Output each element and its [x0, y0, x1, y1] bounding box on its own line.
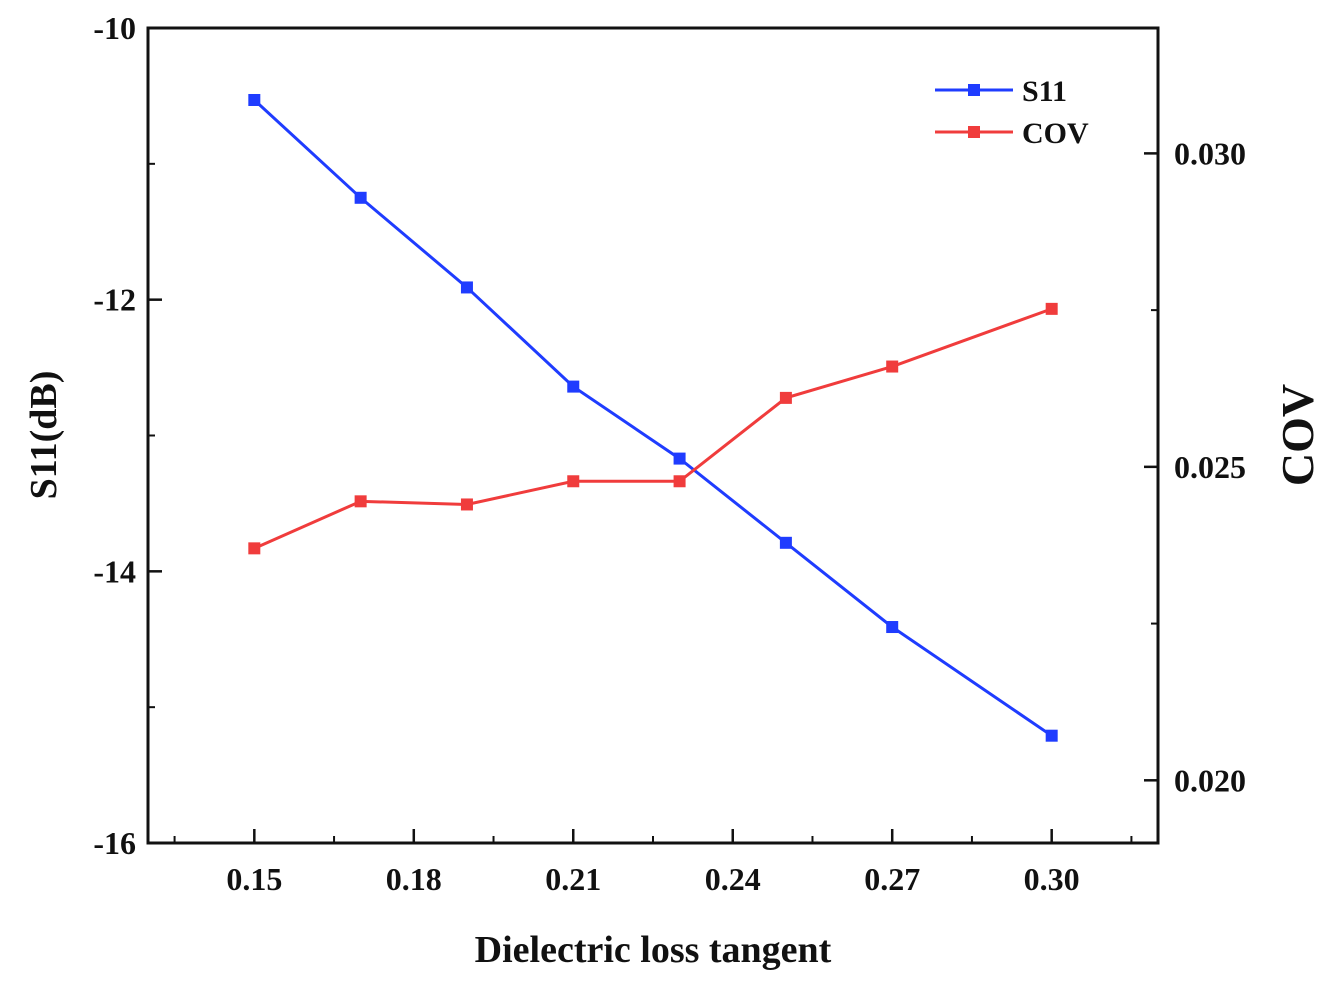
marker-s11	[567, 380, 580, 393]
legend: S11 COV	[935, 75, 1089, 150]
y-right-tick-label: 0.020	[1174, 762, 1246, 798]
series-line-cov	[253, 307, 1053, 550]
x-tick-label: 0.18	[386, 861, 442, 897]
y-left-tick-label: -16	[93, 825, 136, 861]
marker-s11	[673, 452, 686, 465]
y-axis-title-left: S11(dB)	[23, 371, 65, 500]
y-right-tick-label: 0.025	[1174, 449, 1246, 485]
legend-cov-marker	[968, 126, 980, 138]
series-line-s11	[253, 98, 1053, 737]
series-layer	[248, 93, 1058, 742]
x-tick-label: 0.21	[545, 861, 601, 897]
legend-s11-marker	[968, 84, 980, 96]
x-axis-title: Dielectric loss tangent	[475, 929, 832, 971]
marker-s11	[354, 191, 367, 204]
marker-s11	[886, 621, 899, 634]
marker-cov	[886, 360, 899, 373]
y-right-tick-label: 0.030	[1174, 135, 1246, 171]
plot-frame	[146, 26, 1160, 845]
marker-cov	[248, 542, 261, 555]
x-tick-label: 0.27	[864, 861, 920, 897]
y-left-tick-label: -12	[93, 282, 136, 318]
marker-s11	[460, 281, 473, 294]
marker-s11	[1045, 729, 1058, 742]
marker-s11	[779, 536, 792, 549]
legend-cov-label: COV	[1022, 117, 1089, 150]
y-left-tick-label: -10	[93, 10, 136, 46]
marker-cov	[460, 498, 473, 511]
ticks: 0.15 0.18 0.21 0.24 0.27 0.30 -16 -14 -12 -10 0.02…	[93, 10, 1246, 897]
marker-cov	[354, 495, 367, 508]
marker-cov	[567, 475, 580, 488]
y-axis-title-right: COV	[1272, 384, 1323, 486]
marker-cov	[1045, 302, 1058, 315]
x-tick-label: 0.30	[1024, 861, 1080, 897]
x-tick-label: 0.24	[705, 861, 761, 897]
legend-s11-label: S11	[1022, 75, 1067, 108]
marker-cov	[673, 475, 686, 488]
marker-cov	[779, 391, 792, 404]
x-tick-label: 0.15	[226, 861, 282, 897]
y-left-tick-label: -14	[93, 553, 136, 589]
marker-s11	[248, 93, 261, 106]
